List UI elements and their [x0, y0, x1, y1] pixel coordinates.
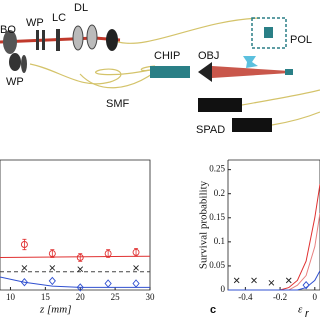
- data-point: [132, 248, 140, 256]
- lens: [9, 53, 21, 71]
- y-axis-label: Survival probability: [198, 180, 210, 269]
- data-point: [76, 254, 84, 261]
- spad-detector: [232, 118, 272, 132]
- lens: [72, 25, 84, 51]
- y-tick-label: 0: [221, 284, 226, 294]
- waveplate: [21, 55, 27, 73]
- bo-crystal: [3, 30, 17, 54]
- fiber: [241, 89, 320, 106]
- data-point: [48, 250, 56, 258]
- fit-line: [228, 212, 320, 291]
- error-bar: [22, 238, 27, 251]
- spad-detector: [198, 98, 242, 112]
- label: OBJ: [198, 50, 219, 62]
- x-axis-label: z [mm]: [39, 304, 71, 316]
- data-point: [302, 280, 310, 290]
- data-point: [285, 277, 292, 284]
- label: WP: [26, 17, 44, 29]
- data-point: [251, 277, 257, 284]
- label: SMF: [106, 98, 130, 110]
- lc-cell: [56, 29, 60, 51]
- chip: [150, 66, 190, 78]
- setup-diagram: BO WP LC DL WP SMF CHIP OBJ POL SPAD: [0, 2, 320, 136]
- x-tick-label: 20: [76, 292, 86, 302]
- fiber: [29, 63, 151, 85]
- label: LC: [52, 12, 66, 24]
- plots: 10 15 20 25 30 z [mm] -0.4 -0.2 0 0 0.05 0.1 0.15 0.2…: [0, 159, 320, 320]
- x-tick-label: -0.4: [238, 292, 253, 302]
- data-point: [268, 279, 275, 286]
- pol-arrow: [243, 56, 258, 68]
- data-point: [76, 283, 84, 292]
- x-tick-label: 10: [6, 292, 16, 302]
- fiber: [117, 17, 261, 44]
- data-point: [104, 279, 112, 288]
- y-tick-label: 0.05: [209, 260, 225, 270]
- data-point: [132, 279, 140, 288]
- label: CHIP: [154, 50, 180, 62]
- fit-line: [0, 255, 151, 258]
- x-tick-label: -0.2: [273, 292, 287, 302]
- y-tick-label: 0.25: [209, 164, 225, 174]
- objective: [198, 62, 212, 82]
- data-point: [20, 278, 29, 287]
- label: POL: [290, 34, 312, 46]
- fit-line: [228, 270, 320, 291]
- polarizer-element: [285, 69, 293, 75]
- pol-inset-box: [251, 17, 287, 49]
- y-tick-label: 0.15: [209, 212, 225, 222]
- x-axis-label-sub: r: [305, 308, 310, 320]
- label: BO: [0, 24, 16, 36]
- y-tick-label: 0.2: [214, 188, 225, 198]
- x-tick-label: 25: [111, 292, 121, 302]
- label: WP: [6, 76, 24, 88]
- data-point: [21, 265, 28, 271]
- data-point: [104, 250, 112, 258]
- data-point: [233, 277, 240, 284]
- output-beam: [212, 66, 290, 78]
- waveplate: [36, 30, 39, 50]
- x-tick-label: 30: [146, 292, 156, 302]
- x-tick-label: 15: [41, 292, 51, 302]
- x-axis-label: ε: [298, 304, 303, 316]
- data-point: [49, 265, 56, 271]
- fiber: [271, 111, 320, 126]
- data-point: [20, 241, 28, 248]
- x-tick-label: 0: [313, 292, 318, 302]
- data-point: [133, 265, 139, 271]
- fiber: [79, 71, 156, 89]
- data-point: [77, 266, 84, 273]
- axes-frame: [0, 159, 151, 291]
- lens: [86, 24, 98, 50]
- waveplate: [42, 30, 45, 50]
- fiber-coupler: [106, 29, 118, 51]
- label: SPAD: [196, 124, 225, 136]
- axes-frame: [227, 159, 320, 291]
- y-tick-label: 0.1: [214, 236, 225, 246]
- data-point: [48, 276, 56, 286]
- polarizer-icon: [264, 27, 273, 38]
- panel-label: c: [210, 304, 216, 316]
- label: DL: [74, 2, 88, 14]
- fit-line: [0, 276, 150, 288]
